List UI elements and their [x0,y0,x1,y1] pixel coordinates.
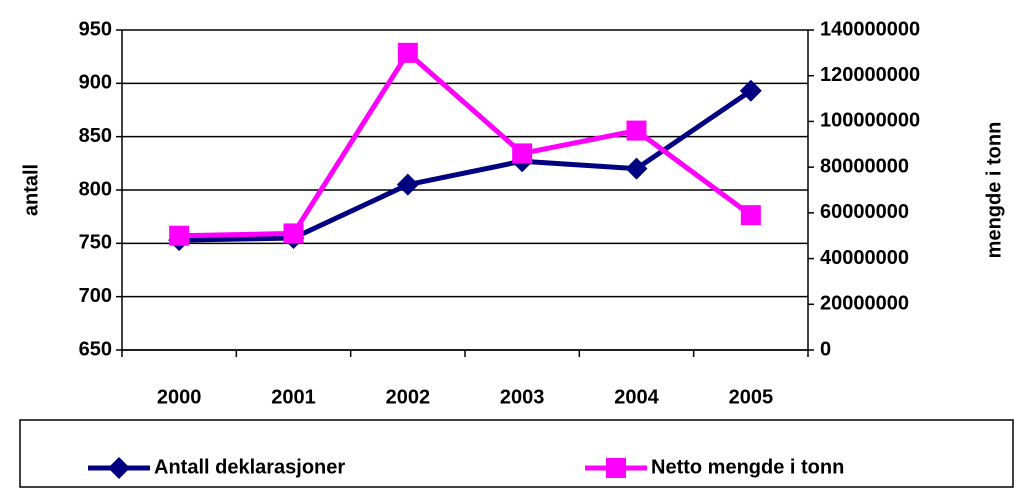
marker-square [512,143,533,164]
y-axis-label: antall [20,164,42,216]
x-tick-label: 2003 [500,386,545,408]
legend-marker [108,457,130,479]
y2-tick-label: 120000000 [820,64,920,86]
y2-tick-label: 100000000 [820,110,920,132]
y-tick-label: 950 [79,18,112,40]
x-tick-label: 2004 [614,386,659,408]
x-tick-label: 2000 [157,386,202,408]
y2-tick-label: 20000000 [820,293,909,315]
y-tick-label: 850 [79,125,112,147]
marker-square [740,205,761,226]
y-tick-label: 650 [79,338,112,360]
x-tick-label: 2005 [729,386,774,408]
marker-square [169,225,190,246]
y2-tick-label: 0 [820,338,831,360]
legend-label: Antall deklarasjoner [154,456,345,478]
y-tick-label: 800 [79,178,112,200]
marker-diamond [396,173,419,196]
series-line [179,88,753,243]
y2-tick-label: 80000000 [820,155,909,177]
y-tick-label: 700 [79,285,112,307]
series-line [179,50,753,239]
y-tick-label: 900 [79,72,112,94]
legend-box [19,419,1014,488]
marker-square [283,223,304,244]
y-tick-label: 750 [79,232,112,254]
marker-diamond [625,157,648,180]
marker-square [626,120,647,141]
legend-marker [606,458,626,478]
y2-tick-label: 60000000 [820,201,909,223]
x-tick-label: 2001 [271,386,316,408]
y2-tick-label: 40000000 [820,247,909,269]
marker-square [397,42,418,63]
marker-diamond [739,79,762,102]
x-tick-label: 2002 [386,386,431,408]
legend-label: Netto mengde i tonn [651,456,844,478]
y2-axis-label: mengde i tonn [983,122,1005,259]
y2-tick-label: 140000000 [820,18,920,40]
